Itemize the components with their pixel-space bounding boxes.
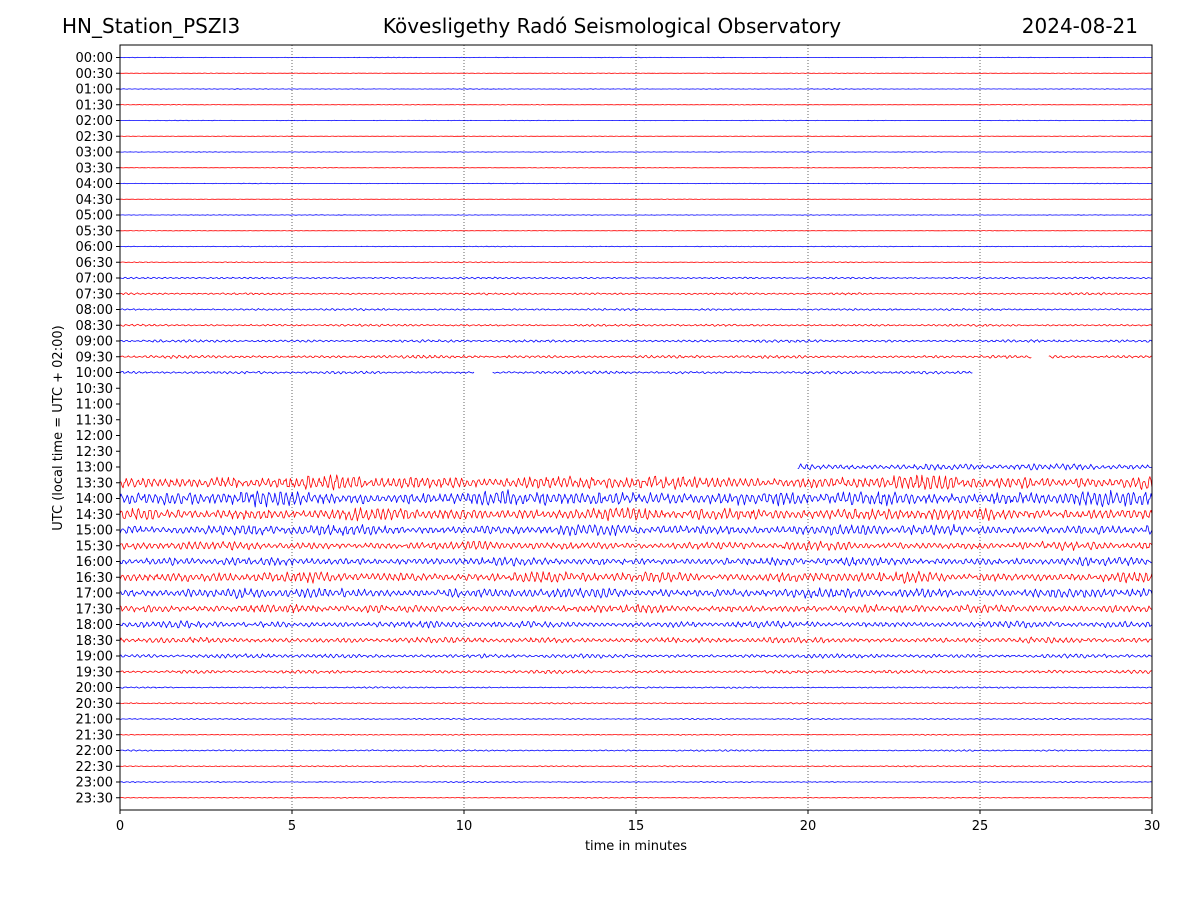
trace-09:30 xyxy=(119,354,1153,359)
trace-07:00 xyxy=(119,276,1152,280)
date-title: 2024-08-21 xyxy=(1021,14,1138,38)
y-tick-label: 14:00 xyxy=(76,492,113,507)
trace-09:00 xyxy=(119,339,1153,343)
y-tick-label: 22:30 xyxy=(76,760,113,775)
trace-00:30 xyxy=(119,72,1153,74)
y-tick-label: 04:30 xyxy=(76,193,113,208)
x-tick-label: 15 xyxy=(628,819,645,834)
y-tick-label: 09:00 xyxy=(76,335,113,350)
trace-23:00 xyxy=(120,781,1153,783)
y-tick-label: 01:00 xyxy=(76,83,113,98)
trace-02:30 xyxy=(119,135,1152,137)
y-tick-label: 21:00 xyxy=(76,713,113,728)
trace-19:30 xyxy=(119,669,1153,675)
y-tick-label: 23:30 xyxy=(76,791,113,806)
x-tick-label: 10 xyxy=(456,819,473,834)
station-title: HN_Station_PSZI3 xyxy=(62,14,241,38)
x-tick-labels: 0 5 10 15 20 25 30 xyxy=(116,810,1160,834)
y-tick-label: 06:00 xyxy=(76,240,113,255)
y-tick-labels: 00:0000:3001:0001:3002:0002:3003:0003:30… xyxy=(76,51,120,806)
y-tick-label: 17:00 xyxy=(76,587,113,602)
y-tick-label: 12:00 xyxy=(76,429,113,444)
trace-05:00 xyxy=(119,214,1153,216)
gridlines-group xyxy=(291,45,981,810)
y-tick-label: 02:30 xyxy=(76,130,113,145)
y-tick-label: 19:00 xyxy=(76,650,113,665)
x-tick-label: 30 xyxy=(1144,819,1161,834)
y-tick-label: 17:30 xyxy=(76,602,113,617)
y-tick-label: 16:00 xyxy=(76,555,113,570)
y-tick-label: 14:30 xyxy=(76,508,113,523)
trace-13:00 xyxy=(797,463,1152,471)
x-tick-label: 5 xyxy=(288,819,296,834)
trace-05:30 xyxy=(119,230,1153,232)
x-tick-label: 25 xyxy=(972,819,989,834)
trace-17:30 xyxy=(119,604,1153,614)
y-tick-label: 00:30 xyxy=(76,67,113,82)
x-tick-label: 20 xyxy=(800,819,817,834)
y-tick-label: 16:30 xyxy=(76,571,113,586)
y-tick-label: 05:30 xyxy=(76,224,113,239)
y-tick-label: 08:30 xyxy=(76,319,113,334)
y-tick-label: 20:00 xyxy=(76,681,113,696)
trace-21:30 xyxy=(120,733,1153,736)
y-tick-label: 03:00 xyxy=(76,146,113,161)
y-tick-label: 13:30 xyxy=(76,476,113,491)
x-axis-label: time in minutes xyxy=(585,839,687,854)
y-tick-label: 22:00 xyxy=(76,744,113,759)
y-tick-label: 00:00 xyxy=(76,51,113,66)
trace-18:00 xyxy=(119,620,1153,629)
y-tick-label: 11:00 xyxy=(76,398,113,413)
y-tick-label: 07:30 xyxy=(76,287,113,302)
y-tick-label: 10:00 xyxy=(76,366,113,381)
y-tick-label: 01:30 xyxy=(76,98,113,113)
y-tick-label: 05:00 xyxy=(76,209,113,224)
trace-01:00 xyxy=(119,88,1152,90)
trace-03:00 xyxy=(119,151,1153,153)
y-tick-label: 19:30 xyxy=(76,665,113,680)
trace-14:30 xyxy=(119,507,1153,522)
y-tick-label: 15:30 xyxy=(76,539,113,554)
observatory-title: Kövesligethy Radó Seismological Observat… xyxy=(382,14,842,38)
trace-17:00 xyxy=(119,587,1153,599)
y-tick-label: 04:00 xyxy=(76,177,113,192)
y-tick-label: 13:00 xyxy=(76,461,113,476)
y-tick-label: 10:30 xyxy=(76,382,113,397)
y-tick-label: 11:30 xyxy=(76,413,113,428)
trace-06:30 xyxy=(119,261,1153,264)
y-tick-label: 03:30 xyxy=(76,161,113,176)
y-tick-label: 18:30 xyxy=(76,634,113,649)
trace-23:30 xyxy=(119,796,1152,799)
y-tick-label: 08:00 xyxy=(76,303,113,318)
trace-21:00 xyxy=(120,717,1153,720)
y-tick-label: 02:00 xyxy=(76,114,113,129)
trace-04:30 xyxy=(119,198,1153,200)
y-tick-label: 15:00 xyxy=(76,524,113,539)
trace-20:30 xyxy=(119,702,1153,705)
y-tick-label: 09:30 xyxy=(76,350,113,365)
y-tick-label: 18:00 xyxy=(76,618,113,633)
y-tick-label: 06:30 xyxy=(76,256,113,271)
y-axis-label: UTC (local time = UTC + 02:00) xyxy=(51,325,66,530)
trace-01:30 xyxy=(119,104,1152,106)
y-tick-label: 07:00 xyxy=(76,272,113,287)
trace-07:30 xyxy=(120,292,1153,296)
trace-10:00 xyxy=(119,370,973,375)
y-tick-label: 12:30 xyxy=(76,445,113,460)
y-tick-label: 21:30 xyxy=(76,728,113,743)
y-tick-label: 20:30 xyxy=(76,697,113,712)
y-tick-label: 23:00 xyxy=(76,776,113,791)
trace-03:30 xyxy=(119,167,1153,169)
x-tick-label: 0 xyxy=(116,819,124,834)
